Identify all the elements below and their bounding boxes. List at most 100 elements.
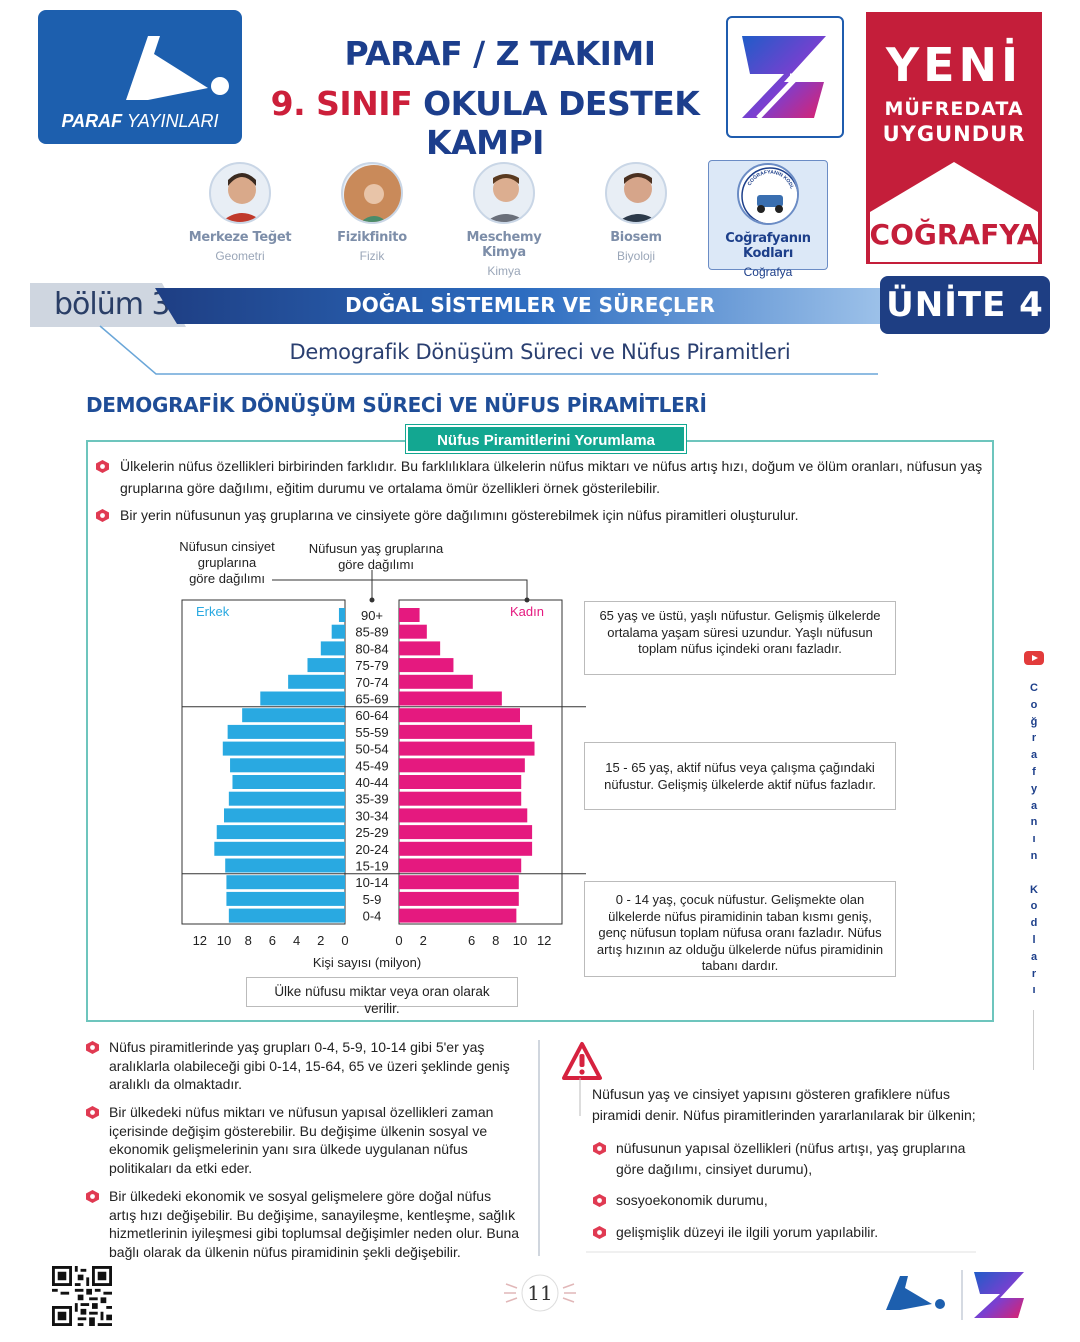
age-group-label: 15-19	[355, 859, 388, 874]
youtube-icon[interactable]	[1024, 650, 1044, 666]
female-bar	[399, 674, 473, 689]
label-age-distribution: Nüfusun yaş gruplarına göre dağılımı	[308, 541, 444, 572]
female-bar	[399, 775, 522, 789]
x-tick-right: 0	[395, 933, 402, 948]
male-bar	[307, 658, 345, 673]
side-line	[1033, 1010, 1034, 1070]
ribbon-curriculum: MÜFREDATA	[884, 98, 1024, 120]
info-young: 0 - 14 yaş, çocuk nüfustur. Gelişmekte o…	[584, 881, 896, 977]
tip-intro: Nüfusun yaş ve cinsiyet yapısını göstere…	[592, 1086, 976, 1123]
section-bar	[155, 288, 890, 324]
female-bar	[399, 808, 528, 823]
tip-item-1: nüfusunun yapısal özellikleri (nüfus art…	[593, 1138, 996, 1180]
teacher-card[interactable]: Fizikfinito Fizik	[312, 160, 432, 270]
male-bar	[228, 791, 345, 806]
x-tick-right: 8	[492, 933, 499, 948]
age-group-label: 75-79	[355, 658, 388, 673]
column-divider	[538, 1040, 540, 1256]
female-bar	[399, 825, 533, 840]
z-team-logo	[726, 16, 844, 138]
header-subtitle: 9. SINIF OKULA DESTEK KAMPI	[270, 84, 700, 162]
male-bar	[242, 708, 345, 723]
age-group-label: 5-9	[363, 892, 382, 907]
bullet-icon	[593, 1194, 606, 1207]
avatar	[473, 162, 535, 224]
warning-icon	[562, 1042, 602, 1080]
male-bar	[338, 608, 345, 622]
bullet-icon	[86, 1041, 99, 1054]
ribbon-new: YENİ	[885, 38, 1023, 92]
curriculum-ribbon: YENİ MÜFREDATA UYGUNDUR COĞRAFYA	[866, 12, 1042, 268]
female-bar	[399, 641, 441, 656]
unit-badge: ÜNİTE 4	[880, 276, 1050, 334]
tip-item-2: sosyoekonomik durumu,	[593, 1190, 996, 1211]
bullet-icon	[96, 509, 109, 522]
age-group-label: 35-39	[355, 792, 388, 807]
age-group-label: 70-74	[355, 675, 388, 690]
age-group-label: 90+	[361, 608, 383, 623]
tip-frame	[579, 1078, 976, 1253]
female-bar	[399, 624, 427, 639]
bullet-icon	[96, 460, 109, 473]
age-group-label: 45-49	[355, 758, 388, 773]
age-group-label: 50-54	[355, 742, 388, 757]
tip-item-3: gelişmişlik düzeyi ile ilgili yorum yapı…	[593, 1222, 996, 1243]
population-pyramid-chart: Erkek Kadın90+85-8980-8475-7970-7465-6960…	[181, 570, 586, 970]
info-active: 15 - 65 yaş, aktif nüfus veya çalışma ça…	[584, 742, 896, 810]
male-bar	[225, 858, 345, 873]
bullet-icon	[593, 1142, 606, 1155]
male-bar	[320, 641, 345, 656]
x-tick-left: 8	[245, 933, 252, 948]
male-bar	[216, 825, 345, 840]
male-bar	[228, 908, 345, 923]
bullet-icon	[86, 1106, 99, 1119]
bullet-1: Ülkelerin nüfus özellikleri birbirinden …	[96, 455, 990, 499]
female-bar	[399, 741, 535, 756]
female-bar	[399, 758, 525, 773]
age-group-label: 85-89	[355, 625, 388, 640]
age-group-label: 65-69	[355, 692, 388, 707]
teacher-card[interactable]: Merkeze Teğet Geometri	[180, 160, 300, 270]
teacher-card-active[interactable]: COĞRAFYANIN KODLARI Coğrafyanın Kodları …	[708, 160, 828, 279]
age-group-label: 60-64	[355, 708, 388, 723]
paraf-arrow-icon	[126, 36, 229, 100]
ribbon-compatible: UYGUNDUR	[882, 122, 1026, 146]
x-tick-right: 10	[513, 933, 527, 948]
bottom-bullet-3: Bir ülkedeki ekonomik ve sosyal gelişmel…	[86, 1187, 521, 1261]
x-tick-left: 0	[341, 933, 348, 948]
header-title: PARAF / Z TAKIMI	[344, 34, 656, 73]
note-population: Ülke nüfusu miktar veya oran olarak veri…	[246, 977, 518, 1016]
pointer-dot	[369, 597, 375, 603]
female-bar	[399, 658, 454, 673]
bullet-icon	[593, 1226, 606, 1239]
female-bar	[399, 708, 520, 723]
age-group-label: 40-44	[355, 775, 388, 790]
lesson-subtitle: Demografik Dönüşüm Süreci ve Nüfus Piram…	[289, 340, 791, 364]
z-logo-icon	[742, 36, 826, 120]
ribbon-subject: COĞRAFYA	[869, 218, 1039, 251]
female-bar	[399, 691, 502, 706]
male-bar	[226, 891, 345, 906]
male-bar	[331, 624, 345, 639]
avatar	[605, 162, 667, 224]
female-bar	[399, 875, 519, 890]
teacher-card[interactable]: Biosem Biyoloji	[576, 160, 696, 270]
male-bar	[232, 775, 345, 789]
qr-code[interactable]	[52, 1266, 112, 1326]
age-group-label: 80-84	[355, 641, 388, 656]
teacher-card[interactable]: Meschemy Kimya Kimya	[444, 160, 564, 278]
female-bar	[399, 608, 420, 622]
publisher-name: PARAF YAYINLARI	[61, 111, 219, 131]
male-bar	[260, 691, 345, 706]
x-tick-right: 2	[420, 933, 427, 948]
x-tick-right: 12	[537, 933, 551, 948]
pointer-dot	[524, 597, 530, 603]
age-group-label: 20-24	[355, 842, 388, 857]
x-tick-right: 6	[468, 933, 475, 948]
x-tick-left: 4	[293, 933, 300, 948]
male-bar	[226, 875, 345, 890]
sex-pointer	[272, 579, 528, 600]
male-bar	[214, 841, 345, 856]
x-tick-left: 2	[317, 933, 324, 948]
